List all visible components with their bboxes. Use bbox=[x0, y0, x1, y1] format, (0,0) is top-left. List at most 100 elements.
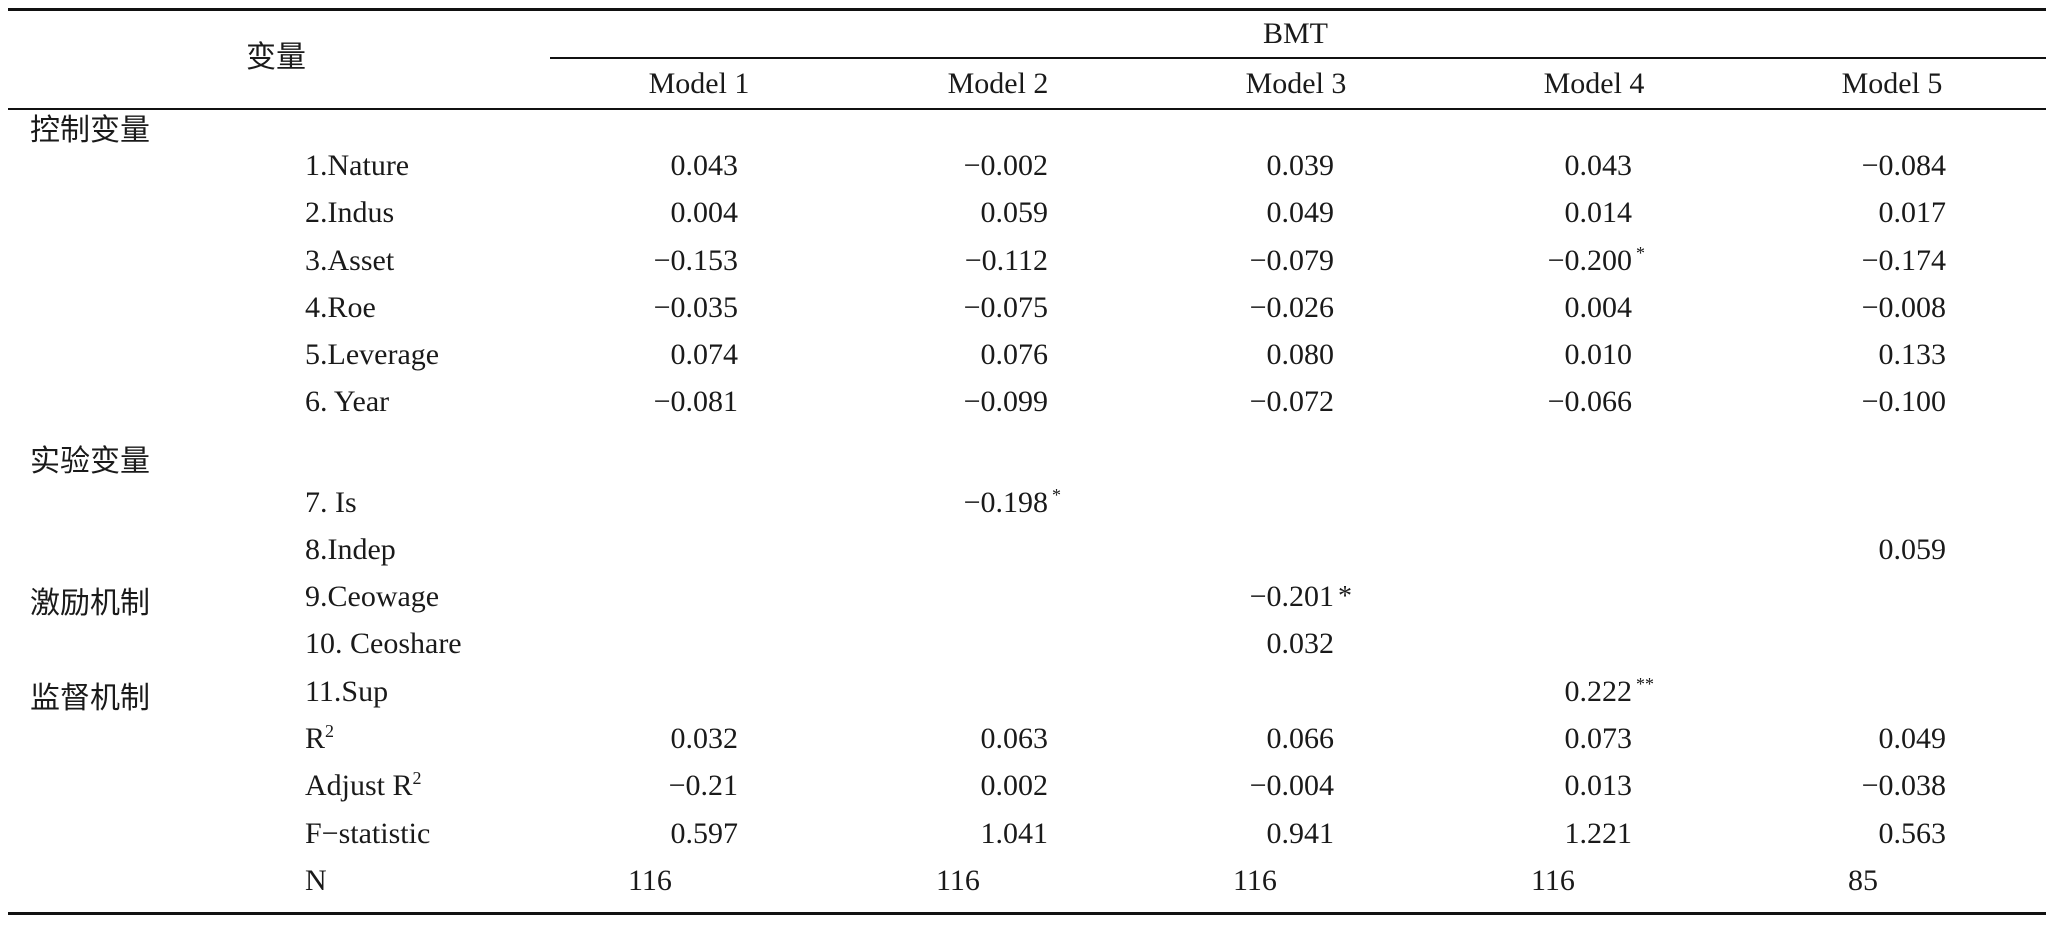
dependent-variable-header: BMT bbox=[1263, 17, 1329, 50]
table-cell: 0.563 bbox=[1746, 814, 1947, 854]
table-cell: 0.063 bbox=[848, 719, 1049, 759]
table-cell: −0.008 bbox=[1746, 288, 1946, 328]
row-label-text: 10. Ceoshare bbox=[305, 627, 462, 660]
row-label-text: Adjust R bbox=[305, 769, 413, 802]
cell-value: −0.201 bbox=[1249, 580, 1334, 613]
cell-value: 0.049 bbox=[1266, 196, 1335, 229]
row-label-text: 7. Is bbox=[305, 486, 357, 519]
row-label-text: 4.Roe bbox=[305, 291, 376, 324]
cell-value: −0.004 bbox=[1249, 769, 1334, 802]
cell-value: 0.941 bbox=[1266, 817, 1335, 850]
row-label: 7. Is bbox=[305, 483, 357, 523]
cell-value: 0.074 bbox=[670, 338, 739, 371]
row-label: F−statistic bbox=[305, 814, 430, 854]
cell-value: −0.099 bbox=[963, 385, 1048, 418]
table-cell: 1.041 bbox=[848, 814, 1049, 854]
row-label-text: 5.Leverage bbox=[305, 338, 440, 371]
row-label-text: N bbox=[305, 864, 327, 897]
row-label: 6. Year bbox=[305, 382, 389, 422]
cell-value: 0.043 bbox=[670, 149, 739, 182]
cell-value: 0.059 bbox=[1878, 533, 1947, 566]
table-cell: 0.080 bbox=[1134, 335, 1335, 375]
table-cell: 0.133 bbox=[1746, 335, 1947, 375]
table-cell: −0.112 bbox=[848, 241, 1048, 281]
cell-value: 116 bbox=[1531, 864, 1575, 897]
variable-header: 变量 bbox=[246, 41, 306, 74]
significance-marker: * bbox=[1338, 581, 1352, 612]
table-cell: 85 bbox=[1848, 861, 1878, 901]
table-cell: 0.059 bbox=[848, 193, 1049, 233]
cell-value: 0.039 bbox=[1266, 149, 1335, 182]
cell-value: 0.222 bbox=[1564, 675, 1633, 708]
model-4-header: Model 4 bbox=[1543, 67, 1645, 100]
table-cell: 116 bbox=[628, 861, 672, 901]
table-cell: 116 bbox=[1233, 861, 1277, 901]
row-label-text: 2.Indus bbox=[305, 196, 395, 229]
row-label: 11.Sup bbox=[305, 672, 388, 712]
row-label-text: 11.Sup bbox=[305, 675, 389, 708]
table-cell: −0.066 bbox=[1432, 382, 1632, 422]
group-label-supervision: 监督机制 bbox=[30, 682, 150, 715]
model-3-header: Model 3 bbox=[1245, 67, 1347, 100]
row-label-text: R bbox=[305, 722, 326, 755]
cell-value: 85 bbox=[1848, 864, 1878, 897]
table-cell: −0.200 * bbox=[1432, 241, 1645, 281]
row-label: N bbox=[305, 861, 327, 901]
row-label-superscript: 2 bbox=[412, 768, 422, 788]
cell-value: 1.221 bbox=[1564, 817, 1633, 850]
table-cell: 0.043 bbox=[1432, 146, 1633, 186]
cell-value: −0.072 bbox=[1249, 385, 1334, 418]
table-cell: −0.075 bbox=[848, 288, 1048, 328]
significance-marker: ** bbox=[1636, 674, 1654, 694]
cell-value: 0.004 bbox=[1564, 291, 1633, 324]
cell-value: 0.563 bbox=[1878, 817, 1947, 850]
cell-value: −0.100 bbox=[1861, 385, 1946, 418]
cell-value: 0.004 bbox=[670, 196, 739, 229]
table-cell: 0.222 ** bbox=[1432, 672, 1655, 712]
table-cell: 0.066 bbox=[1134, 719, 1335, 759]
table-cell: −0.026 bbox=[1134, 288, 1334, 328]
bmt-underline-rule bbox=[550, 57, 2046, 59]
cell-value: −0.002 bbox=[963, 149, 1048, 182]
cell-value: 116 bbox=[1233, 864, 1277, 897]
cell-value: −0.008 bbox=[1861, 291, 1946, 324]
cell-value: 0.017 bbox=[1878, 196, 1947, 229]
row-label: 2.Indus bbox=[305, 193, 394, 233]
table-cell: −0.072 bbox=[1134, 382, 1334, 422]
table-cell: 0.004 bbox=[1432, 288, 1633, 328]
cell-value: 116 bbox=[936, 864, 980, 897]
cell-value: 0.076 bbox=[980, 338, 1049, 371]
cell-value: −0.198 bbox=[963, 486, 1048, 519]
cell-value: 1.041 bbox=[980, 817, 1049, 850]
table-cell: −0.201 * bbox=[1134, 577, 1352, 617]
table-cell: −0.079 bbox=[1134, 241, 1334, 281]
table-cell: −0.035 bbox=[538, 288, 738, 328]
cell-value: 0.002 bbox=[980, 769, 1049, 802]
group-label-experiment: 实验变量 bbox=[30, 445, 150, 478]
cell-value: −0.035 bbox=[653, 291, 738, 324]
table-cell: −0.198 * bbox=[848, 483, 1061, 523]
row-label: 10. Ceoshare bbox=[305, 624, 462, 664]
header-rule bbox=[8, 108, 2046, 110]
cell-value: 0.032 bbox=[670, 722, 739, 755]
row-label-superscript: 2 bbox=[325, 721, 335, 741]
cell-value: −0.153 bbox=[653, 244, 738, 277]
bottom-rule bbox=[8, 912, 2046, 915]
cell-value: 0.013 bbox=[1564, 769, 1633, 802]
table-cell: 0.941 bbox=[1134, 814, 1335, 854]
cell-value: 116 bbox=[628, 864, 672, 897]
row-label: 8.Indep bbox=[305, 530, 396, 570]
row-label: R2 bbox=[305, 719, 334, 759]
table-cell: −0.21 bbox=[538, 766, 738, 806]
table-cell: −0.099 bbox=[848, 382, 1048, 422]
table-cell: 0.032 bbox=[538, 719, 739, 759]
cell-value: −0.21 bbox=[668, 769, 738, 802]
cell-value: −0.081 bbox=[653, 385, 738, 418]
cell-value: 0.066 bbox=[1266, 722, 1335, 755]
cell-value: 0.063 bbox=[980, 722, 1049, 755]
table-cell: 0.059 bbox=[1746, 530, 1947, 570]
cell-value: 0.080 bbox=[1266, 338, 1335, 371]
row-label-text: 3.Asset bbox=[305, 244, 395, 277]
table-cell: 0.032 bbox=[1134, 624, 1335, 664]
row-label-text: 8.Indep bbox=[305, 533, 396, 566]
